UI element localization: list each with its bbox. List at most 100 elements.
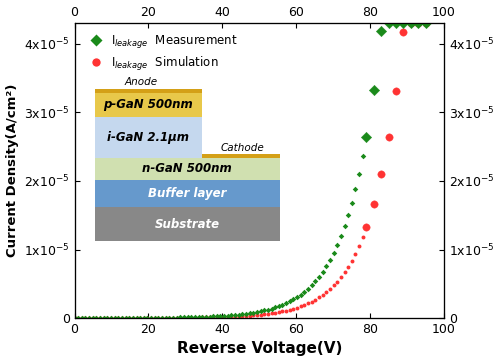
Point [355,171,363,177]
Point [172,315,180,320]
Point [278,302,286,308]
Point [315,294,323,300]
Point [206,314,214,320]
Point [264,307,272,312]
Point [358,234,366,240]
Point [216,313,224,319]
Point [206,315,214,320]
Point [308,282,316,288]
Point [122,315,130,321]
Point [118,315,126,321]
Point [340,269,348,275]
Point [422,21,430,26]
Point [246,313,254,319]
Point [231,313,239,319]
Point [377,28,385,34]
Point [278,308,286,314]
Point [184,315,192,320]
Point [198,315,206,320]
Point [78,315,86,321]
Point [70,315,78,321]
Point [407,21,415,26]
Point [107,315,115,321]
Point [158,315,166,321]
Point [326,257,334,263]
Point [330,283,338,289]
Point [216,314,224,320]
Point [348,258,356,264]
Point [92,315,100,321]
Point [407,21,415,26]
Point [286,307,294,312]
Point [370,87,378,93]
Point [242,311,250,317]
Point [340,223,348,229]
Point [180,315,188,321]
Y-axis label: Current Density(A/cm²): Current Density(A/cm²) [6,84,18,257]
Point [132,315,140,321]
Point [400,29,407,35]
Point [154,315,162,321]
Point [85,315,93,321]
Point [220,314,228,320]
Point [147,315,155,321]
Point [362,134,370,140]
Point [158,315,166,321]
Point [256,312,264,317]
Point [318,292,326,298]
Point [304,300,312,306]
Point [296,303,304,309]
Point [392,21,400,26]
Point [355,243,363,249]
Point [224,314,232,320]
Point [228,312,235,318]
Point [337,274,345,280]
Point [132,315,140,321]
Point [275,309,283,315]
Point [74,315,82,321]
Point [144,315,152,321]
Point [268,310,276,316]
Point [78,315,86,321]
Point [176,315,184,321]
Point [166,315,173,321]
Point [188,314,196,320]
Point [344,264,352,270]
Point [82,315,90,321]
Point [188,315,196,320]
Point [400,21,407,26]
Point [129,315,137,321]
Point [92,315,100,321]
Point [234,313,242,319]
Point [330,250,338,256]
Point [172,315,180,321]
Point [344,212,352,218]
Point [136,315,144,321]
Point [104,315,112,321]
Point [253,312,261,318]
Point [114,315,122,321]
Point [213,313,221,319]
Point [282,308,290,313]
Point [250,310,258,316]
Point [202,315,210,320]
Point [392,88,400,93]
Point [318,269,326,274]
Point [304,286,312,291]
Point [370,201,378,207]
Point [352,186,360,192]
Point [140,315,148,321]
Point [125,315,133,321]
Point [122,315,130,321]
Point [312,297,320,303]
Point [100,315,108,321]
Point [129,315,137,321]
Point [228,314,235,320]
Point [271,304,279,310]
Point [231,312,239,318]
Point [110,315,118,321]
Point [169,315,177,321]
Point [114,315,122,321]
Point [286,298,294,304]
Point [202,314,210,320]
